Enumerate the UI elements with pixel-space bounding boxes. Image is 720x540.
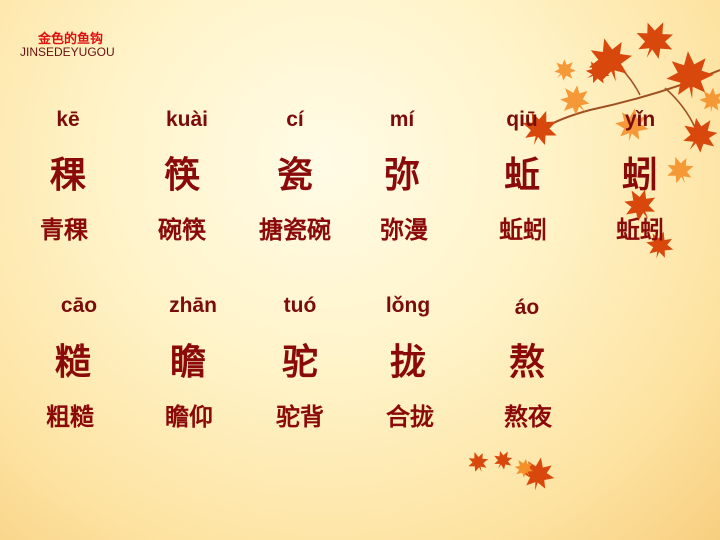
word-aoye: 熬夜 (504, 403, 552, 431)
word-zhanyang: 瞻仰 (165, 403, 213, 431)
char-mi: 弥 (383, 155, 421, 196)
word-miman: 弥漫 (380, 216, 428, 244)
word-qingke: 青稞 (40, 216, 88, 244)
word-tangciwan: 搪瓷碗 (259, 216, 331, 244)
char-kuai: 筷 (163, 155, 201, 196)
pinyin-kuai: kuài (165, 108, 209, 131)
char-yin: 蚓 (621, 155, 659, 196)
char-qiu: 蚯 (503, 155, 541, 196)
pinyin-zhan: zhān (169, 294, 217, 317)
pinyin-yin: yǐn (624, 108, 656, 131)
pinyin-ci: cí (286, 108, 304, 131)
word-cucao: 粗糙 (46, 403, 94, 431)
pinyin-ao: áo (514, 296, 540, 319)
title-pinyin: JINSEDEYUGOU (20, 45, 115, 59)
pinyin-qiu: qiū (506, 108, 538, 131)
char-ci: 瓷 (276, 155, 314, 196)
char-long: 拢 (389, 342, 427, 383)
char-ao: 熬 (508, 342, 546, 383)
char-cao: 糙 (54, 342, 92, 383)
title-chinese: 金色的鱼钩 (38, 32, 104, 47)
word-tuobei: 驼背 (276, 403, 324, 431)
word-helong: 合拢 (386, 403, 434, 431)
word-qiuyin: 蚯蚓 (499, 216, 547, 244)
char-tuo: 驼 (281, 342, 319, 383)
pinyin-cao: cāo (60, 294, 98, 317)
pinyin-mi: mí (389, 108, 415, 131)
char-zhan: 瞻 (169, 342, 207, 383)
pinyin-long: lǒng (385, 294, 431, 317)
pinyin-ke: kē (56, 108, 80, 131)
char-ke: 稞 (49, 155, 87, 196)
word-wankuai: 碗筷 (158, 216, 206, 244)
pinyin-tuo: tuó (283, 294, 317, 317)
word-qiuyin-2: 蚯蚓 (616, 216, 664, 244)
